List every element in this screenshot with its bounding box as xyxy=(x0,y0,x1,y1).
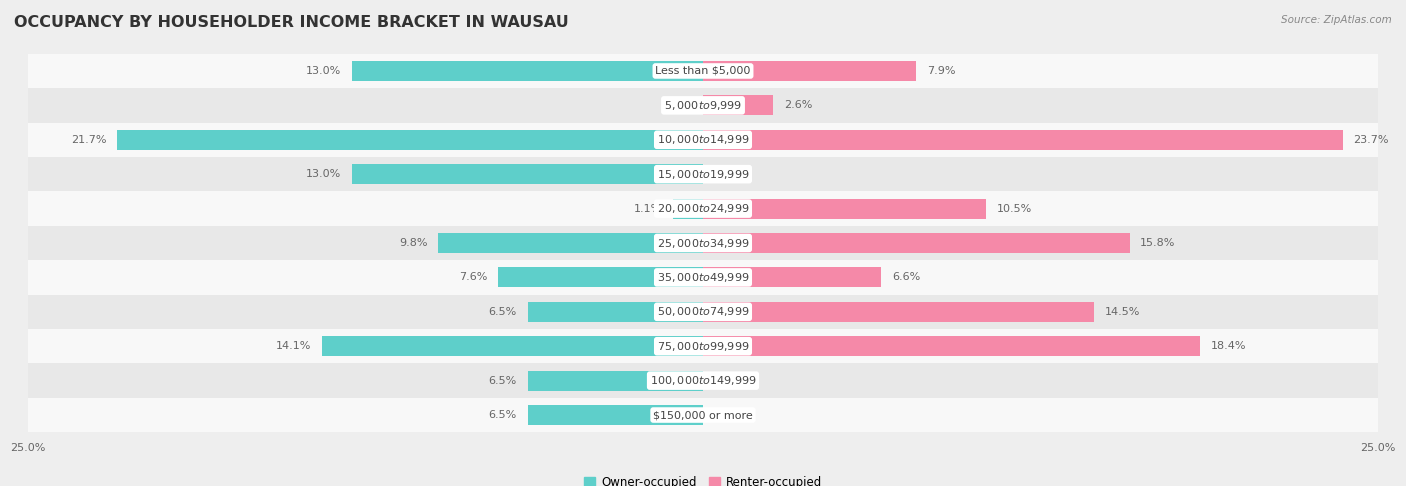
Bar xyxy=(28,364,1378,398)
Text: 14.1%: 14.1% xyxy=(276,341,312,351)
Bar xyxy=(703,95,773,115)
Bar xyxy=(527,405,703,425)
Text: 0.0%: 0.0% xyxy=(714,169,742,179)
Text: 6.5%: 6.5% xyxy=(488,307,517,317)
Bar xyxy=(28,260,1378,295)
Text: 6.6%: 6.6% xyxy=(891,273,920,282)
Text: 13.0%: 13.0% xyxy=(307,66,342,76)
Text: $100,000 to $149,999: $100,000 to $149,999 xyxy=(650,374,756,387)
Text: $25,000 to $34,999: $25,000 to $34,999 xyxy=(657,237,749,249)
Bar xyxy=(498,267,703,287)
Bar xyxy=(527,302,703,322)
Text: $150,000 or more: $150,000 or more xyxy=(654,410,752,420)
Text: $50,000 to $74,999: $50,000 to $74,999 xyxy=(657,305,749,318)
Bar xyxy=(28,398,1378,432)
Bar xyxy=(352,61,703,81)
Text: 13.0%: 13.0% xyxy=(307,169,342,179)
Bar xyxy=(352,164,703,184)
Text: Source: ZipAtlas.com: Source: ZipAtlas.com xyxy=(1281,15,1392,25)
Bar xyxy=(703,267,882,287)
Text: 0.0%: 0.0% xyxy=(664,101,692,110)
Bar xyxy=(28,295,1378,329)
Text: 0.0%: 0.0% xyxy=(714,376,742,385)
Text: 0.0%: 0.0% xyxy=(714,410,742,420)
Bar xyxy=(28,122,1378,157)
Text: $5,000 to $9,999: $5,000 to $9,999 xyxy=(664,99,742,112)
Text: $10,000 to $14,999: $10,000 to $14,999 xyxy=(657,133,749,146)
Bar xyxy=(28,88,1378,122)
Text: 14.5%: 14.5% xyxy=(1105,307,1140,317)
Text: $20,000 to $24,999: $20,000 to $24,999 xyxy=(657,202,749,215)
Text: 23.7%: 23.7% xyxy=(1354,135,1389,145)
Bar xyxy=(28,54,1378,88)
Text: 10.5%: 10.5% xyxy=(997,204,1032,213)
Text: 18.4%: 18.4% xyxy=(1211,341,1246,351)
Text: Less than $5,000: Less than $5,000 xyxy=(655,66,751,76)
Bar xyxy=(322,336,703,356)
Bar xyxy=(28,157,1378,191)
Text: 21.7%: 21.7% xyxy=(70,135,107,145)
Text: $35,000 to $49,999: $35,000 to $49,999 xyxy=(657,271,749,284)
Text: 7.9%: 7.9% xyxy=(927,66,956,76)
Text: OCCUPANCY BY HOUSEHOLDER INCOME BRACKET IN WAUSAU: OCCUPANCY BY HOUSEHOLDER INCOME BRACKET … xyxy=(14,15,569,30)
Bar xyxy=(28,329,1378,364)
Bar xyxy=(28,191,1378,226)
Bar xyxy=(703,233,1129,253)
Text: 9.8%: 9.8% xyxy=(399,238,427,248)
Bar xyxy=(439,233,703,253)
Text: $75,000 to $99,999: $75,000 to $99,999 xyxy=(657,340,749,353)
Text: 1.1%: 1.1% xyxy=(634,204,662,213)
Bar xyxy=(703,199,987,219)
Bar xyxy=(28,226,1378,260)
Text: 15.8%: 15.8% xyxy=(1140,238,1175,248)
Bar xyxy=(117,130,703,150)
Text: 7.6%: 7.6% xyxy=(458,273,486,282)
Bar xyxy=(703,61,917,81)
Text: $15,000 to $19,999: $15,000 to $19,999 xyxy=(657,168,749,181)
Text: 6.5%: 6.5% xyxy=(488,410,517,420)
Legend: Owner-occupied, Renter-occupied: Owner-occupied, Renter-occupied xyxy=(579,471,827,486)
Bar xyxy=(527,371,703,391)
Text: 6.5%: 6.5% xyxy=(488,376,517,385)
Bar xyxy=(673,199,703,219)
Bar xyxy=(703,336,1199,356)
Bar xyxy=(703,130,1343,150)
Text: 2.6%: 2.6% xyxy=(785,101,813,110)
Bar xyxy=(703,302,1094,322)
